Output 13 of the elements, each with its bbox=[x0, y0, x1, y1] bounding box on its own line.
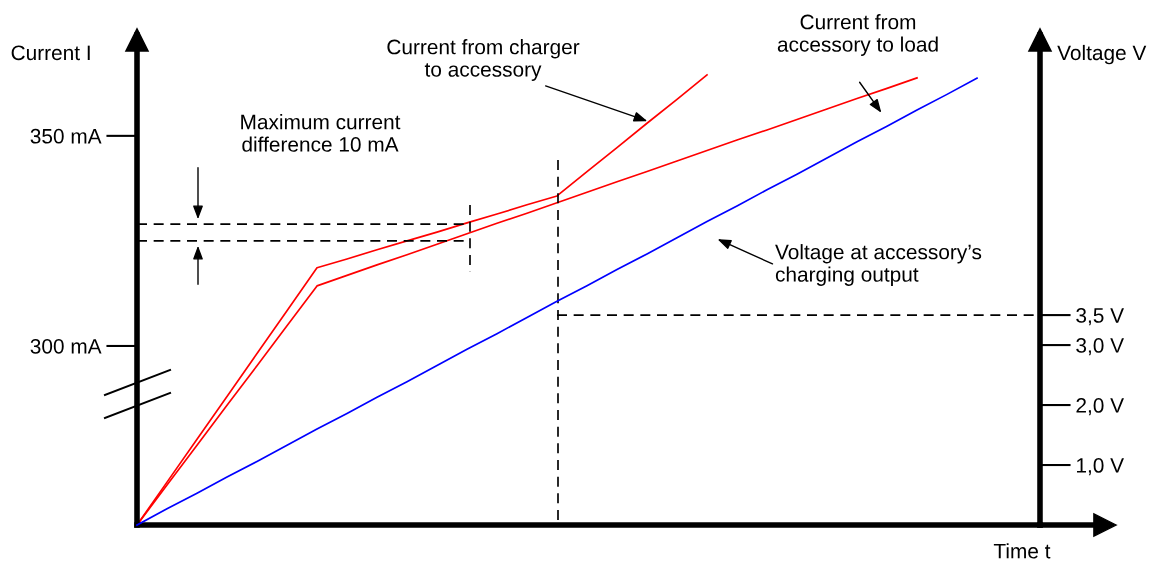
annotation: Maximum current difference 10 mA bbox=[241, 114, 401, 152]
x-axis-title: Time t bbox=[993, 543, 1051, 559]
y2-tick-label: 2,0 V bbox=[1076, 398, 1124, 416]
annotation: Current from accessory to load bbox=[777, 14, 938, 56]
y-tick-label: 300 mA bbox=[30, 338, 102, 354]
y2-axis-title: Voltage V bbox=[1057, 44, 1147, 65]
annotation: Current from charger to accessory bbox=[387, 39, 580, 81]
y-tick-label: 350 mA bbox=[30, 128, 102, 144]
y2-tick-label: 3,0 V bbox=[1076, 338, 1124, 356]
y-axis-title: Current I bbox=[11, 45, 90, 61]
y2-tick-label: 3,5 V bbox=[1076, 308, 1124, 326]
y2-tick-label: 1,0 V bbox=[1077, 458, 1124, 476]
annotation: Voltage at accessory’s charging output bbox=[775, 244, 982, 286]
